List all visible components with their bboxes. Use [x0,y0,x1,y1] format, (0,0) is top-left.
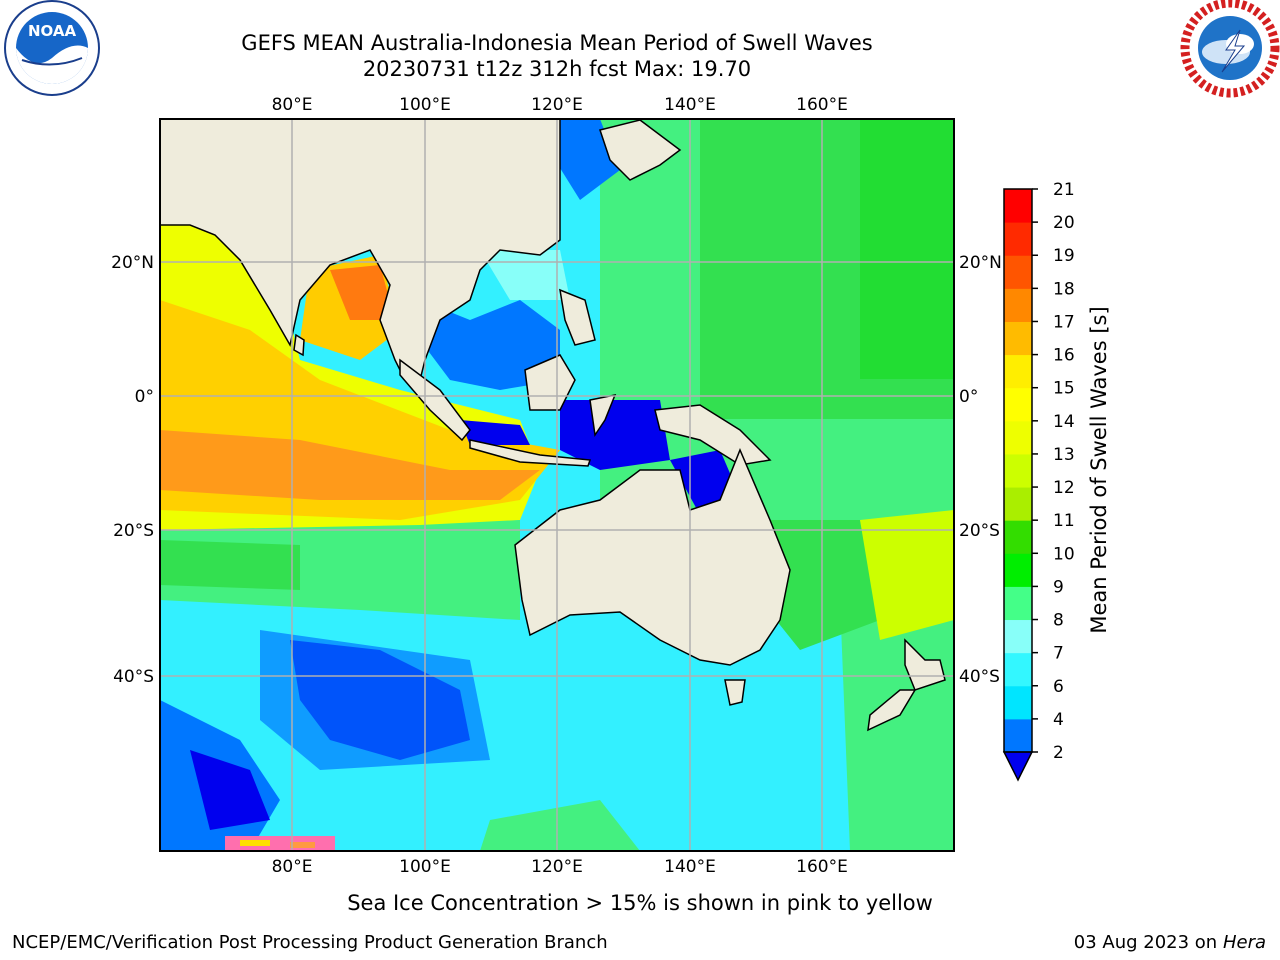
colorbar-tick-label: 7 [1053,644,1064,664]
colorbar-tick-label: 18 [1053,279,1075,299]
lon-label-bottom: 160°E [796,857,848,877]
credit-text: NCEP/EMC/Verification Post Processing Pr… [12,932,608,953]
colorbar-tick-label: 19 [1053,246,1075,266]
lon-label-top: 120°E [531,95,583,115]
colorbar: 2 4 6 7 8 9 10 11 12 13 14 15 16 17 18 19 20 21 [1002,180,1075,782]
colorbar-segment [1004,354,1032,389]
lon-label-top: 160°E [796,95,848,115]
lat-label-left: 40°S [113,667,154,687]
colorbar-segment [1004,685,1032,720]
colorbar-label: Mean Period of Swell Waves [s] [1087,306,1111,633]
colorbar-tick-label: 21 [1053,180,1075,200]
colorbar-tick-label: 9 [1053,577,1064,597]
lon-label-top: 140°E [664,95,716,115]
lat-label-left: 0° [135,387,154,407]
lon-label-bottom: 80°E [272,857,313,877]
colorbar-segment [1004,321,1032,356]
colorbar-segment [1004,619,1032,654]
colorbar-frame [1003,188,1033,753]
sea-ice-note-text: Sea Ice Concentration > 15% is shown in … [347,891,933,915]
noaa-logo-text: NOAA [28,22,77,40]
lat-label-right: 20°N [959,253,1002,273]
lat-label-right: 20°S [959,521,1000,541]
colorbar-tick-label: 13 [1053,445,1075,465]
lon-label-top: 100°E [399,95,451,115]
nws-logo [1180,0,1280,98]
colorbar-tick-label: 2 [1053,743,1064,763]
graticule [160,119,954,851]
sea-ice-patch [225,836,335,851]
colorbar-segment [1004,586,1032,621]
lon-label-bottom: 140°E [664,857,716,877]
colorbar-tick-label: 8 [1053,611,1064,631]
colorbar-segment [1004,420,1032,455]
colorbar-tick-label: 15 [1053,379,1075,399]
colorbar-tick-label: 6 [1053,677,1064,697]
colorbar-segment [1004,487,1032,521]
date-text: 03 Aug 2023 on [1073,932,1218,953]
colorbar-segment [1004,553,1032,587]
host-text: Hera [1222,932,1266,953]
colorbar-segment [1004,652,1032,687]
lat-label-right: 0° [959,387,978,407]
lon-label-bottom: 120°E [531,857,583,877]
colorbar-tick-label: 16 [1053,346,1075,366]
colorbar-tick-label: 20 [1053,213,1075,233]
colorbar-segment [1004,718,1032,753]
chart-title: GEFS MEAN Australia-Indonesia Mean Perio… [241,31,873,55]
date-stamp: 03 Aug 2023 on Hera [1074,932,1266,953]
map-frame [159,118,955,852]
colorbar-tick-label: 11 [1053,511,1075,531]
colorbar-extend-triangle [1002,751,1034,782]
colorbar-segment [1004,453,1032,488]
colorbar-segment [1004,189,1032,223]
colorbar-tick-label: 10 [1053,544,1075,564]
colorbar-tick-label: 17 [1053,312,1075,332]
lat-label-left: 20°N [111,253,154,273]
colorbar-segment [1004,520,1032,554]
colorbar-segment [1004,255,1032,289]
colorbar-segment [1004,288,1032,322]
colorbar-segment [1004,222,1032,256]
colorbar-segment [1004,387,1032,422]
chart-subtitle: 20230731 t12z 312h fcst Max: 19.70 [362,57,752,81]
lon-label-bottom: 100°E [399,857,451,877]
lon-label-top: 80°E [272,95,313,115]
sea-ice-note: Sea Ice Concentration > 15% is shown in … [0,891,1280,915]
noaa-logo: NOAA [4,0,100,96]
colorbar-tick-label: 14 [1053,412,1075,432]
colorbar-tick-label: 4 [1053,710,1064,730]
colorbar-tick-label: 12 [1053,478,1075,498]
lat-label-right: 40°S [959,667,1000,687]
lat-label-left: 20°S [113,521,154,541]
